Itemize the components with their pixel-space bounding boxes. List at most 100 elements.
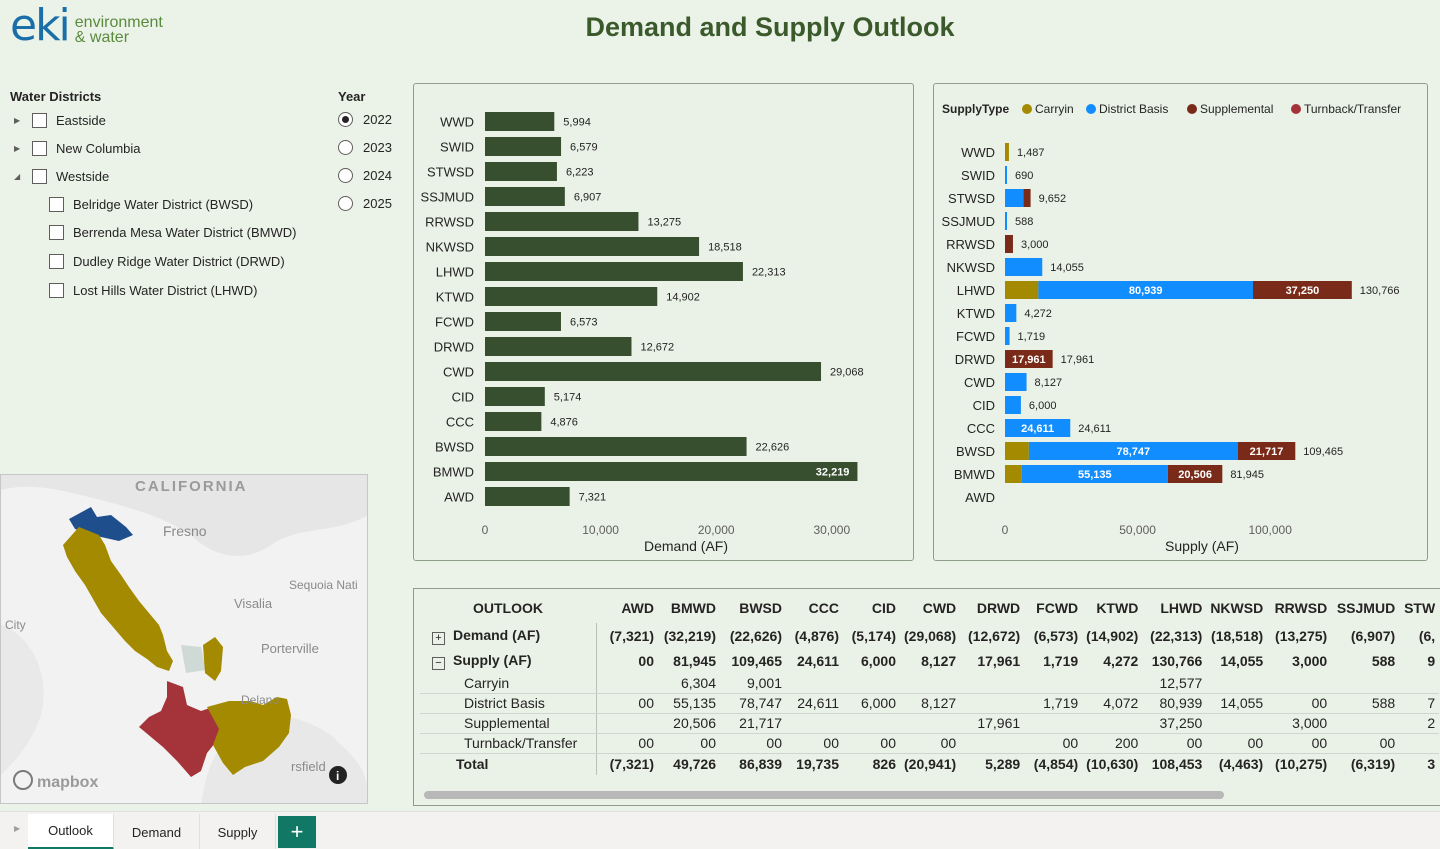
demand-bar[interactable] <box>485 287 658 306</box>
demand-bar[interactable] <box>485 212 639 231</box>
district-column-header[interactable]: STW <box>1404 600 1436 616</box>
district-item[interactable]: ▶ New Columbia <box>14 138 141 158</box>
supply-legend-label[interactable]: District Basis <box>1099 102 1168 116</box>
demand-category-label: KTWD <box>436 290 474 305</box>
supply-bar-segment[interactable] <box>1023 189 1031 207</box>
tab-scroll-left-icon[interactable]: ▶ <box>14 824 21 833</box>
demand-bar[interactable] <box>485 262 743 281</box>
district-column-header[interactable]: RRWSD <box>1274 600 1328 616</box>
outlook-matrix[interactable]: OUTLOOK AWD BMWD BWSD CCC CID CWD DRWD FCWD KTWD L… <box>413 588 1440 806</box>
district-item[interactable]: ◢ Westside <box>14 166 109 186</box>
supply-bar-segment[interactable] <box>1167 465 1223 483</box>
district-item[interactable]: ▶ Eastside <box>14 110 106 130</box>
year-radio[interactable] <box>338 140 353 155</box>
page-tab-demand[interactable]: Demand <box>114 814 200 849</box>
district-column-header[interactable]: DRWD <box>976 600 1021 616</box>
supply-bar-segment[interactable] <box>1005 350 1053 368</box>
page-tab-supply[interactable]: Supply <box>200 814 276 849</box>
table-cell <box>843 673 900 694</box>
year-radio[interactable] <box>338 196 353 211</box>
district-column-header[interactable]: BMWD <box>670 600 716 616</box>
year-radio[interactable] <box>338 112 353 127</box>
demand-bar[interactable] <box>485 487 570 506</box>
demand-bar[interactable] <box>485 162 557 181</box>
district-checkbox[interactable] <box>32 112 47 128</box>
supply-bar-segment[interactable] <box>1005 235 1013 253</box>
district-map[interactable]: CALIFORNIA Fresno Sequoia Nati Visalia C… <box>0 474 368 804</box>
supply-bar-segment[interactable] <box>1028 442 1238 460</box>
supply-bar-segment[interactable] <box>1005 465 1022 483</box>
demand-bar[interactable] <box>485 337 632 356</box>
demand-chart-card[interactable]: WWD 5,994 SWID 6,579 STWSD 6,223 SSJMUD 6,907 RR… <box>413 83 914 561</box>
demand-bar[interactable] <box>485 237 700 256</box>
year-option[interactable]: 2022 <box>338 112 392 127</box>
district-column-header[interactable]: SSJMUD <box>1336 600 1396 616</box>
caret-expanded-icon[interactable]: ◢ <box>14 171 21 181</box>
year-radio[interactable] <box>338 168 353 183</box>
district-column-header[interactable]: CCC <box>808 600 839 616</box>
demand-bar[interactable] <box>485 137 562 156</box>
supply-bar-segment[interactable] <box>1038 281 1254 299</box>
district-column-header[interactable]: BWSD <box>739 600 782 616</box>
supply-chart-card[interactable]: SupplyType Carryin District Basis Supplemen… <box>933 83 1428 561</box>
supply-bar-segment[interactable] <box>1005 281 1039 299</box>
district-checkbox[interactable] <box>49 225 64 241</box>
row-expander-icon[interactable]: + <box>432 631 445 645</box>
supply-bar-segment[interactable] <box>1021 465 1168 483</box>
supply-bar-segment[interactable] <box>1237 442 1296 460</box>
supply-legend-label[interactable]: Carryin <box>1035 102 1074 116</box>
caret-collapsed-icon[interactable]: ▶ <box>14 143 21 153</box>
district-column-header[interactable]: CWD <box>922 600 957 616</box>
district-column-header[interactable]: KTWD <box>1096 600 1139 616</box>
district-item[interactable]: Lost Hills Water District (LHWD) <box>49 280 257 300</box>
add-page-button[interactable]: + <box>278 816 316 848</box>
district-column-header[interactable]: CID <box>871 600 896 616</box>
table-cell: 6,000 <box>843 693 900 714</box>
outlook-header[interactable]: OUTLOOK <box>473 600 543 616</box>
supply-legend-label[interactable]: Supplemental <box>1200 102 1273 116</box>
supply-bar-segment[interactable] <box>1005 143 1009 161</box>
supply-bar-segment[interactable] <box>1005 396 1021 414</box>
demand-bar[interactable] <box>485 412 542 431</box>
demand-bar[interactable] <box>485 462 858 481</box>
supply-bar-segment[interactable] <box>1005 212 1007 230</box>
district-column-header[interactable]: AWD <box>621 600 654 616</box>
supply-category-label: NKWSD <box>947 260 995 275</box>
supply-bar-segment[interactable] <box>1005 419 1071 437</box>
demand-bar[interactable] <box>485 387 545 406</box>
district-checkbox[interactable] <box>49 282 64 298</box>
year-option[interactable]: 2025 <box>338 196 392 211</box>
supply-bar-segment[interactable] <box>1253 281 1352 299</box>
district-checkbox[interactable] <box>49 253 64 269</box>
district-item[interactable]: Berrenda Mesa Water District (BMWD) <box>49 223 296 243</box>
demand-bar[interactable] <box>485 112 555 131</box>
district-checkbox[interactable] <box>32 140 47 156</box>
district-column-header[interactable]: NKWSD <box>1210 600 1264 616</box>
supply-legend-label[interactable]: Turnback/Transfer <box>1304 102 1401 116</box>
year-option[interactable]: 2023 <box>338 140 392 155</box>
demand-bar[interactable] <box>485 187 565 206</box>
supply-bar-segment[interactable] <box>1005 189 1024 207</box>
district-checkbox[interactable] <box>49 196 64 212</box>
supply-bar-segment[interactable] <box>1005 442 1029 460</box>
demand-bar[interactable] <box>485 362 822 381</box>
caret-collapsed-icon[interactable]: ▶ <box>14 115 21 125</box>
horizontal-scrollbar[interactable] <box>424 791 1224 799</box>
district-checkbox[interactable] <box>32 168 47 184</box>
demand-bar[interactable] <box>485 312 561 331</box>
supply-bar-segment[interactable] <box>1005 373 1027 391</box>
eki-logo: eki environment & water <box>10 4 163 48</box>
district-column-header[interactable]: LHWD <box>1160 600 1203 616</box>
district-column-header[interactable]: FCWD <box>1036 600 1079 616</box>
demand-bar[interactable] <box>485 437 747 456</box>
supply-bar-segment[interactable] <box>1005 327 1010 345</box>
supply-bar-segment[interactable] <box>1005 258 1043 276</box>
supply-bar-segment[interactable] <box>1005 304 1017 322</box>
district-item[interactable]: Dudley Ridge Water District (DRWD) <box>49 251 285 271</box>
table-cell: (4,876) <box>794 627 839 644</box>
district-item[interactable]: Belridge Water District (BWSD) <box>49 194 253 214</box>
page-tab-outlook[interactable]: Outlook <box>28 814 114 849</box>
supply-bar-segment[interactable] <box>1005 166 1007 184</box>
year-option[interactable]: 2024 <box>338 168 392 183</box>
row-expander-icon[interactable]: − <box>432 656 445 670</box>
